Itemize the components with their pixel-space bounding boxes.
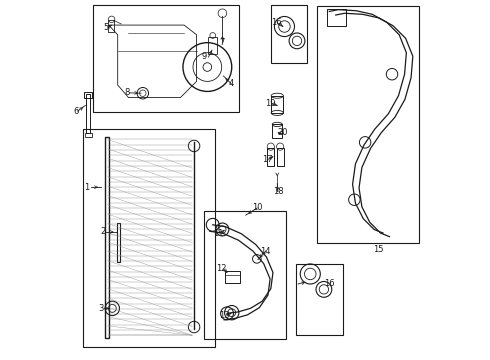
Bar [117,223,120,262]
Bar [295,264,343,335]
Bar [105,137,109,338]
Text: 14: 14 [261,247,271,256]
Bar [225,271,240,283]
Text: 7: 7 [219,38,224,47]
Bar [271,5,307,63]
Bar [87,94,90,133]
Bar [267,148,274,166]
Bar [272,125,282,138]
Text: 12: 12 [216,265,226,274]
Bar [93,5,239,112]
Text: 10: 10 [252,203,263,212]
Bar [327,9,346,26]
Bar [276,148,284,166]
Text: 16: 16 [324,279,335,288]
Text: 19: 19 [266,99,276,108]
Text: 13: 13 [219,311,230,320]
Text: 9: 9 [201,53,207,62]
Text: 5: 5 [103,23,108,32]
Text: 1: 1 [85,183,90,192]
Text: 15: 15 [373,246,384,255]
Bar [84,92,92,98]
Bar [204,211,286,338]
Text: 17: 17 [262,155,272,164]
Text: 4: 4 [229,80,234,89]
Bar [82,129,215,347]
Text: 8: 8 [124,88,130,97]
Text: 18: 18 [272,187,283,196]
Bar [271,96,283,113]
Bar [317,6,419,243]
Bar [85,133,92,137]
Text: 16: 16 [271,18,282,27]
Text: 2: 2 [101,228,106,237]
Text: 6: 6 [73,107,78,116]
Text: 11: 11 [213,229,224,238]
Bar [208,37,218,54]
Text: 20: 20 [277,128,288,137]
Text: 3: 3 [98,304,103,313]
Bar [108,21,114,32]
